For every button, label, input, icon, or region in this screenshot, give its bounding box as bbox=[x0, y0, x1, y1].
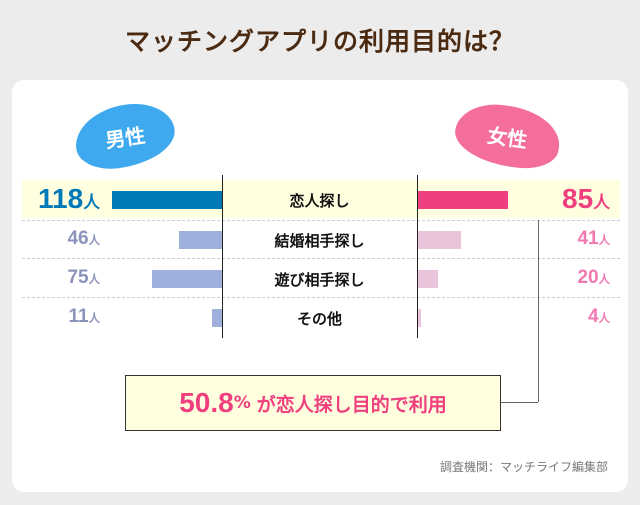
callout-unit: % bbox=[233, 393, 251, 413]
label-male: 75人 bbox=[67, 267, 100, 289]
source-note: 調査機関：マッチライフ編集部 bbox=[439, 460, 608, 474]
bar-male bbox=[179, 231, 222, 249]
page-title: マッチングアプリの利用目的は？ bbox=[124, 27, 515, 56]
bar-female bbox=[417, 270, 439, 288]
bar-male bbox=[112, 191, 222, 209]
category-label: その他 bbox=[296, 310, 342, 328]
row-divider bbox=[22, 220, 620, 221]
bar-male bbox=[152, 270, 222, 288]
category-label: 遊び相手探し bbox=[274, 271, 365, 289]
label-male: 46人 bbox=[67, 228, 100, 250]
callout-value: 50.8 bbox=[179, 387, 234, 418]
axis-line-left bbox=[222, 175, 223, 338]
label-female: 85人 bbox=[562, 182, 610, 214]
bar-male bbox=[211, 309, 222, 327]
bar-female bbox=[417, 191, 508, 209]
label-male: 11人 bbox=[68, 306, 101, 328]
connector-line bbox=[538, 220, 539, 402]
label-female: 4人 bbox=[588, 306, 610, 328]
row-divider bbox=[22, 258, 620, 259]
category-label: 恋人探し bbox=[289, 192, 350, 210]
label-male: 118人 bbox=[38, 182, 100, 214]
callout-text: が恋人探し目的で利用 bbox=[256, 393, 447, 416]
category-label: 結婚相手探し bbox=[274, 232, 365, 250]
bar-female bbox=[417, 231, 461, 249]
bar-female bbox=[417, 309, 422, 327]
connector-line bbox=[500, 402, 538, 403]
row-divider bbox=[22, 297, 620, 298]
axis-line-right bbox=[417, 175, 418, 338]
label-female: 41人 bbox=[577, 228, 610, 250]
callout-box: 50.8% が恋人探し目的で利用 bbox=[125, 375, 501, 431]
label-female: 20人 bbox=[577, 267, 610, 289]
